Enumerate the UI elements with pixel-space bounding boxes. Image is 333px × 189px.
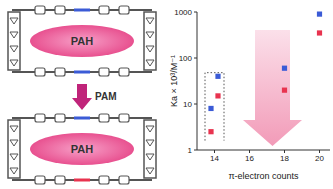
ring bbox=[146, 46, 154, 52]
point bbox=[215, 93, 220, 98]
y-tick bbox=[194, 150, 197, 151]
ring bbox=[55, 114, 65, 122]
x-tick-label: 16 bbox=[245, 154, 254, 163]
ring bbox=[35, 114, 45, 122]
bar bbox=[12, 9, 152, 11]
cage bbox=[8, 114, 156, 184]
ring bbox=[10, 46, 18, 52]
arrow-label: PAM bbox=[95, 91, 116, 102]
ring bbox=[10, 154, 18, 160]
y-axis bbox=[197, 12, 198, 150]
ring bbox=[119, 68, 129, 76]
pillar bbox=[144, 12, 156, 70]
azo bbox=[74, 71, 90, 74]
azo bbox=[74, 117, 90, 120]
ring bbox=[146, 32, 154, 38]
ring bbox=[99, 176, 109, 184]
y-tick-label: 100 bbox=[179, 54, 193, 63]
x-tick-label: 14 bbox=[210, 154, 219, 163]
bar bbox=[12, 117, 152, 119]
y-tick bbox=[194, 58, 197, 59]
point bbox=[215, 74, 220, 79]
x-tick bbox=[214, 150, 215, 153]
bar bbox=[12, 71, 152, 73]
bar bbox=[12, 179, 152, 181]
ring bbox=[35, 176, 45, 184]
ring bbox=[10, 60, 18, 66]
ring bbox=[146, 168, 154, 174]
pillar bbox=[8, 120, 20, 178]
guest bbox=[30, 25, 134, 57]
ring bbox=[10, 32, 18, 38]
y-tick-label: 10 bbox=[183, 100, 192, 109]
ring bbox=[35, 68, 45, 76]
x-tick-label: 18 bbox=[280, 154, 289, 163]
x-tick bbox=[249, 150, 250, 153]
trend-arrow bbox=[243, 30, 302, 146]
point bbox=[282, 66, 287, 71]
ring bbox=[119, 114, 129, 122]
guest-label: PAH bbox=[71, 143, 93, 155]
ring bbox=[10, 126, 18, 132]
x-tick bbox=[284, 150, 285, 153]
x-tick bbox=[319, 150, 320, 153]
ring bbox=[10, 168, 18, 174]
pillar bbox=[8, 12, 20, 70]
azo bbox=[74, 9, 90, 12]
ring bbox=[146, 154, 154, 160]
figure: PAH PAH PAM 1 10 100 1000 14 16 18 20 π-electron co… bbox=[0, 0, 333, 189]
x-axis-label: π-electron counts bbox=[228, 171, 299, 181]
marks bbox=[208, 12, 322, 135]
arrow bbox=[72, 84, 92, 110]
ring bbox=[146, 126, 154, 132]
ring bbox=[146, 140, 154, 146]
ring bbox=[55, 68, 65, 76]
point bbox=[317, 30, 322, 35]
ring bbox=[99, 114, 109, 122]
azo bbox=[74, 179, 90, 182]
y-tick-label: 1000 bbox=[174, 8, 192, 17]
ring bbox=[55, 176, 65, 184]
y-axis-label: Ka × 10³/M⁻¹ bbox=[169, 55, 179, 107]
x-tick-label: 20 bbox=[315, 154, 324, 163]
point bbox=[208, 106, 213, 111]
pillar bbox=[144, 120, 156, 178]
ring bbox=[55, 6, 65, 14]
ring bbox=[35, 6, 45, 14]
point bbox=[317, 12, 322, 17]
guest-label: PAH bbox=[71, 35, 93, 47]
bracket bbox=[205, 73, 224, 141]
guest bbox=[30, 133, 134, 165]
ring bbox=[10, 140, 18, 146]
ring bbox=[119, 6, 129, 14]
y-tick-label: 1 bbox=[188, 146, 193, 155]
y-tick bbox=[194, 104, 197, 105]
ring bbox=[99, 68, 109, 76]
ring bbox=[146, 60, 154, 66]
ring bbox=[99, 6, 109, 14]
x-axis bbox=[197, 150, 330, 151]
point bbox=[208, 129, 213, 134]
ring bbox=[146, 18, 154, 24]
cage bbox=[8, 6, 156, 76]
ring bbox=[119, 176, 129, 184]
point bbox=[282, 88, 287, 93]
ring bbox=[10, 18, 18, 24]
y-tick bbox=[194, 12, 197, 13]
